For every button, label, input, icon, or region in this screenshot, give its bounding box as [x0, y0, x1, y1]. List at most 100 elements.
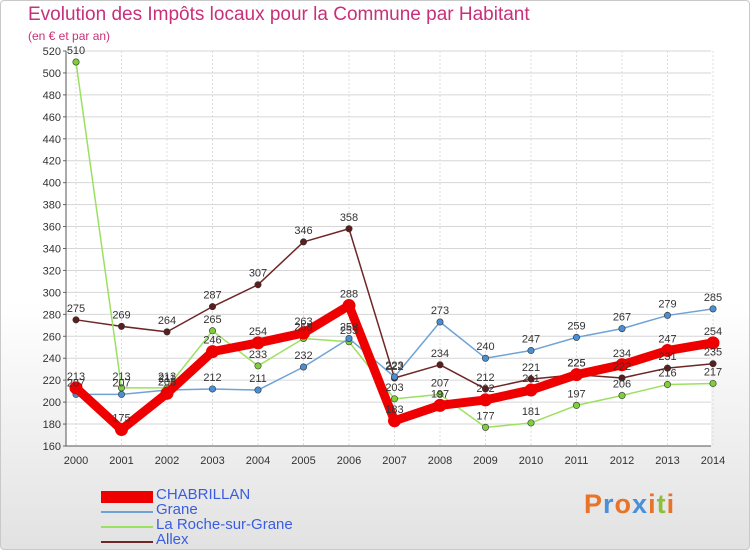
data-point-chabrillan: [160, 386, 174, 400]
x-tick-label: 2011: [565, 455, 589, 467]
x-tick-label: 2010: [519, 455, 543, 467]
chart-subtitle: (en € et par an): [28, 29, 111, 43]
logo-letter: x: [632, 489, 649, 519]
data-label-chabrillan: 175: [112, 413, 130, 425]
data-label-allex: 212: [476, 372, 494, 384]
y-tick-label: 440: [43, 134, 61, 146]
x-tick-label: 2008: [428, 455, 452, 467]
data-point-chabrillan: [206, 345, 219, 359]
data-point-allex: [163, 328, 171, 336]
data-point-grane: [618, 325, 626, 333]
data-label-chabrillan: 183: [385, 404, 403, 416]
data-point-allex: [72, 316, 80, 324]
data-point-allex: [436, 361, 444, 369]
data-label-la-roche-sur-grane: 197: [567, 388, 585, 400]
data-point-allex: [209, 303, 217, 311]
data-point-chabrillan: [479, 393, 492, 407]
data-label-la-roche-sur-grane: 213: [158, 371, 176, 383]
x-tick-label: 2005: [291, 455, 315, 467]
y-tick-label: 520: [43, 46, 61, 58]
data-label-la-roche-sur-grane: 177: [476, 410, 494, 422]
logo-letter: t: [656, 489, 667, 519]
x-tick-label: 2009: [473, 455, 497, 467]
legend-swatch: [101, 526, 153, 528]
data-label-allex: 234: [431, 348, 449, 360]
x-tick-label: 2004: [246, 455, 270, 467]
y-tick-label: 180: [43, 419, 61, 431]
data-point-la-roche-sur-grane: [663, 381, 671, 389]
data-point-grane: [299, 363, 307, 371]
data-label-allex: 222: [613, 361, 631, 373]
y-tick-label: 200: [43, 397, 61, 409]
data-point-grane: [390, 373, 398, 381]
legend-label: Grane: [156, 501, 198, 518]
data-label-grane: 207: [112, 377, 130, 389]
data-point-allex: [118, 322, 126, 330]
data-label-allex: 222: [385, 361, 403, 373]
data-point-grane: [663, 311, 671, 319]
data-label-chabrillan: 288: [340, 289, 358, 301]
data-label-grane: 212: [203, 372, 221, 384]
y-tick-label: 260: [43, 331, 61, 343]
legend-swatch: [101, 511, 153, 513]
data-label-grane: 247: [522, 334, 540, 346]
data-label-chabrillan: 211: [522, 373, 540, 385]
data-point-chabrillan: [433, 398, 447, 412]
data-point-allex: [481, 385, 489, 393]
data-label-chabrillan: 263: [294, 316, 312, 328]
data-point-la-roche-sur-grane: [527, 419, 535, 427]
data-label-chabrillan: 213: [67, 371, 85, 383]
data-point-chabrillan: [115, 423, 128, 437]
logo-letter: o: [614, 489, 633, 519]
data-label-allex: 269: [112, 309, 130, 321]
data-point-grane: [481, 354, 489, 362]
x-tick-label: 2007: [382, 455, 406, 467]
chart-title: Evolution des Impôts locaux pour la Comm…: [28, 4, 530, 25]
y-tick-label: 360: [43, 222, 61, 234]
data-label-grane: 240: [476, 341, 494, 353]
data-point-la-roche-sur-grane: [709, 379, 717, 387]
data-label-chabrillan: 254: [704, 326, 722, 338]
data-point-allex: [663, 364, 671, 372]
y-tick-label: 420: [43, 156, 61, 168]
data-label-chabrillan: 247: [658, 334, 676, 346]
line-chart: 160 180 200 220 240 260 280 300 320 340 360 380 400 4…: [43, 45, 726, 467]
x-tick-label: 2006: [337, 455, 361, 467]
data-label-grane: 211: [158, 373, 176, 385]
data-point-chabrillan: [297, 326, 310, 340]
data-label-grane: 232: [294, 350, 312, 362]
data-point-la-roche-sur-grane: [618, 392, 626, 400]
logo-letter: r: [603, 489, 615, 519]
data-point-chabrillan: [706, 336, 720, 350]
data-label-grane: 207: [67, 377, 85, 389]
data-label-la-roche-sur-grane: 258: [294, 321, 312, 333]
data-label-chabrillan: 254: [249, 326, 267, 338]
data-label-la-roche-sur-grane: 207: [431, 377, 449, 389]
data-label-chabrillan: 246: [203, 335, 221, 347]
data-label-allex: 287: [203, 290, 221, 302]
legend-label: Allex: [156, 531, 189, 548]
data-point-la-roche-sur-grane: [390, 395, 398, 403]
data-label-la-roche-sur-grane: 206: [613, 379, 631, 391]
data-label-allex: 231: [658, 351, 676, 363]
y-tick-label: 320: [43, 265, 61, 277]
data-point-chabrillan: [570, 368, 583, 382]
data-point-chabrillan: [615, 358, 629, 372]
data-label-grane: 285: [704, 292, 722, 304]
y-tick-label: 500: [43, 68, 61, 80]
data-label-grane: 258: [340, 321, 358, 333]
data-label-la-roche-sur-grane: 216: [658, 368, 676, 380]
data-label-chabrillan: 225: [567, 358, 585, 370]
data-label-allex: 235: [704, 347, 722, 359]
data-point-chabrillan: [342, 299, 356, 313]
y-tick-label: 480: [43, 90, 61, 102]
data-point-chabrillan: [388, 414, 401, 428]
data-label-la-roche-sur-grane: 203: [385, 382, 403, 394]
data-point-chabrillan: [661, 344, 674, 358]
y-tick-label: 300: [43, 287, 61, 299]
data-label-la-roche-sur-grane: 255: [340, 325, 358, 337]
x-tick-label: 2000: [64, 455, 88, 467]
data-point-la-roche-sur-grane: [209, 327, 217, 335]
data-point-allex: [618, 374, 626, 382]
data-point-grane: [527, 347, 535, 355]
